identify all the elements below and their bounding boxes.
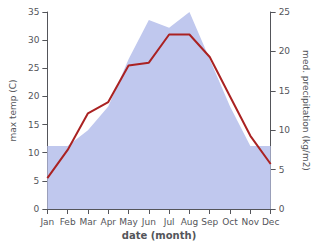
svg-text:Jan: Jan [39,217,54,227]
svg-text:med. precipitation (kg/m2): med. precipitation (kg/m2) [301,50,311,171]
svg-text:Oct: Oct [222,217,238,227]
svg-text:25: 25 [28,63,39,73]
svg-text:Apr: Apr [100,217,116,227]
svg-text:Jul: Jul [163,217,175,227]
svg-text:10: 10 [279,125,291,135]
svg-text:15: 15 [28,120,39,130]
svg-text:35: 35 [28,7,39,17]
svg-text:10: 10 [28,148,40,158]
svg-text:May: May [119,217,138,227]
svg-text:0: 0 [279,204,285,214]
svg-text:Nov: Nov [242,217,260,227]
svg-text:Feb: Feb [60,217,76,227]
svg-text:20: 20 [28,91,40,101]
svg-text:5: 5 [279,165,285,175]
svg-text:5: 5 [34,176,40,186]
svg-text:date (month): date (month) [122,230,196,241]
svg-text:15: 15 [279,86,290,96]
svg-text:30: 30 [28,35,40,45]
svg-text:max temp (C): max temp (C) [8,79,18,141]
svg-text:Dec: Dec [262,217,279,227]
svg-text:Aug: Aug [181,217,199,227]
svg-text:25: 25 [279,7,290,17]
svg-text:Jun: Jun [141,217,156,227]
svg-text:0: 0 [34,204,40,214]
svg-text:20: 20 [279,46,291,56]
svg-text:Mar: Mar [79,217,96,227]
svg-text:Sep: Sep [201,217,218,227]
